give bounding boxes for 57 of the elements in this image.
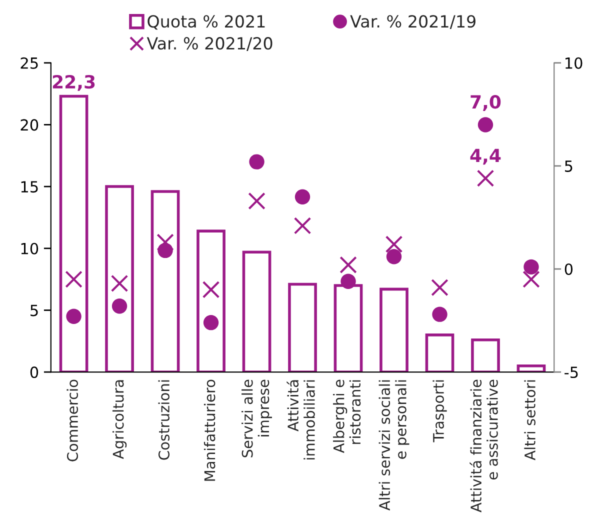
point xyxy=(476,170,494,187)
point xyxy=(294,217,312,234)
y2-tick-label: 5 xyxy=(565,160,572,172)
point xyxy=(65,270,82,288)
x-tick-label: Servizi alle imprese xyxy=(242,380,272,458)
bar xyxy=(150,190,180,372)
x-tick-label: Alberghi e ristoranti xyxy=(333,380,361,454)
point xyxy=(524,259,539,275)
y-tick-label: 25 xyxy=(20,57,38,69)
bar xyxy=(288,282,317,372)
x-tick-label: Trasporti xyxy=(432,380,447,442)
y-tick-label: 15 xyxy=(21,181,38,193)
bar xyxy=(516,364,546,372)
bar xyxy=(59,94,88,372)
bar xyxy=(425,334,454,372)
bar xyxy=(380,288,408,372)
y-tick-label: 10 xyxy=(21,242,38,254)
point xyxy=(66,308,82,324)
bar xyxy=(105,185,134,372)
point xyxy=(203,314,219,330)
y-tick-label: 20 xyxy=(20,119,38,131)
x-tick-label: Attivitá immobiliari xyxy=(286,380,315,460)
point xyxy=(386,249,402,264)
data-label: 7,0 xyxy=(470,95,501,112)
x-tick-label: Altri servizi sociali e personali xyxy=(378,380,410,511)
data-label: 4,4 xyxy=(470,148,501,165)
point xyxy=(522,270,540,288)
bar xyxy=(471,338,500,372)
point xyxy=(112,298,128,314)
data-label: 22,3 xyxy=(52,74,95,91)
x-tick-label: Agricoltura xyxy=(112,380,127,460)
y2-tick-label: 0 xyxy=(564,263,573,276)
point xyxy=(478,117,494,132)
y-tick-label: 5 xyxy=(30,304,38,316)
point xyxy=(294,189,310,204)
x-tick-label: Attivitá finanziarie e assicurative xyxy=(470,380,498,512)
x-tick-label: Costruzioni xyxy=(158,380,170,460)
point xyxy=(385,236,403,253)
bar xyxy=(242,250,272,372)
point xyxy=(248,192,266,210)
bar xyxy=(196,230,226,372)
y-tick-label: 0 xyxy=(30,366,38,378)
legend-label: Var. % 2021/19 xyxy=(350,15,476,29)
legend-label: Var. % 2021/20 xyxy=(146,37,272,51)
point xyxy=(110,274,128,292)
y2-tick-label: 10 xyxy=(566,57,582,69)
point xyxy=(202,280,220,298)
y2-tick-label: -5 xyxy=(564,366,578,378)
x-tick-label: Altri settori xyxy=(524,380,536,460)
point xyxy=(249,154,264,170)
point xyxy=(431,278,448,296)
x-tick-label: Commercio xyxy=(66,380,78,462)
point xyxy=(340,274,356,289)
point xyxy=(432,306,448,322)
point xyxy=(340,256,357,274)
legend-label: Quota % 2021 xyxy=(148,15,265,30)
x-tick-label: Manifatturiero xyxy=(204,380,216,481)
